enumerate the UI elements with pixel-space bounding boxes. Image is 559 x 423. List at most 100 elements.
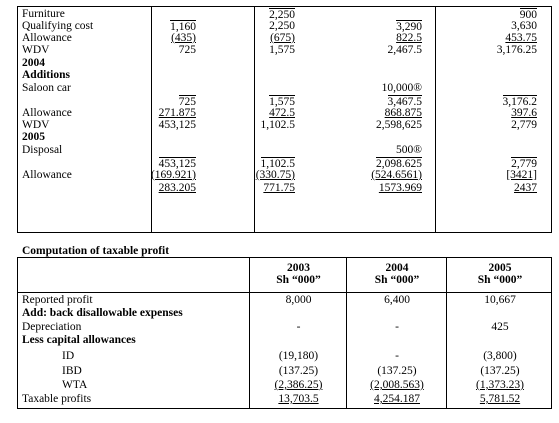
cell-wrap: 5,781.52 <box>447 393 553 405</box>
capital-row: WDV 453,125 1,102.5 2,598,625 2,779 <box>18 119 551 131</box>
unit-header: Sh “000” <box>477 274 523 286</box>
cell-value: 397.6 <box>511 107 537 119</box>
column-divider <box>446 258 447 408</box>
cell-value: (137.25) <box>480 365 520 377</box>
cell-wrap: (137.25) <box>447 365 553 377</box>
cell-wrap: - <box>347 350 447 362</box>
year-header: 2004 <box>385 262 409 274</box>
row-label: Less capital allowances <box>22 334 136 346</box>
cell-value: 1573.969 <box>378 182 422 194</box>
cell-value: (2,386.25) <box>274 379 323 391</box>
computation-row: Reported profit 8,000 6,400 10,667 <box>18 294 551 306</box>
capital-row: 2004 <box>18 57 551 69</box>
cell-wrap: (2,386.25) <box>250 379 347 391</box>
row-label: Add: back disallowable expenses <box>22 307 183 319</box>
cell-value: (435) <box>171 32 196 44</box>
cell-value: 900 <box>519 8 537 21</box>
computation-row: IBD (137.25) (137.25) (137.25) <box>18 365 551 377</box>
cell-value: 2,779 <box>511 157 537 170</box>
cell-wrap: 6,400 <box>347 294 447 306</box>
row-label: Disposal <box>22 144 63 156</box>
cell-value: 3,630 <box>511 20 537 32</box>
unit-header: Sh “000” <box>276 274 321 286</box>
row-label: 2005 <box>22 131 45 143</box>
row-label: ID <box>62 350 75 362</box>
cell-value: 425 <box>491 321 509 333</box>
unit-header: Sh “000” <box>374 274 420 286</box>
cell-wrap: (2,008.563) <box>347 379 447 391</box>
capital-row: Allowance (169.921) (330.75) (524.6561) [342… <box>18 169 551 181</box>
cell-value: 725 <box>178 95 196 108</box>
row-label: Allowance <box>22 169 72 181</box>
cell-value: 500® <box>396 144 422 156</box>
row-label: Furniture <box>22 8 65 20</box>
cell-value: 1,102.5 <box>260 157 295 170</box>
row-label: Saloon car <box>22 82 71 94</box>
header-divider <box>18 292 551 293</box>
row-label: WDV <box>22 44 50 56</box>
cell-value: 1,575 <box>269 95 295 108</box>
cell-value: 2,098.625 <box>376 157 422 170</box>
row-label: WTA <box>62 379 88 391</box>
row-label: Allowance <box>22 107 72 119</box>
cell-value: (137.25) <box>278 365 319 377</box>
cell-value: 868.875 <box>384 107 422 119</box>
cell-wrap: 10,667 <box>447 294 553 306</box>
cell-wrap: - <box>250 321 347 333</box>
cell-value: 1,102.5 <box>260 119 296 131</box>
computation-row: Less capital allowances <box>18 334 551 346</box>
taxable-profit-table: 2003 Sh “000” 2004 Sh “000” 2005 Sh “000” Repo… <box>17 257 552 409</box>
cell-value: 2,467.5 <box>387 44 423 56</box>
cell-value: 10,000® <box>381 82 422 94</box>
capital-row: 725 1,575 3,467.5 3,176.2 <box>18 95 551 108</box>
cell-wrap: (19,180) <box>250 350 347 362</box>
cell-value: 4,254.187 <box>374 393 420 405</box>
computation-row: ID (19,180) - (3,800) <box>18 350 551 362</box>
column-divider <box>254 7 255 232</box>
cell-value: 271.875 <box>158 107 196 119</box>
cell-wrap: 425 <box>447 321 553 333</box>
cell-value: - <box>395 350 399 362</box>
capital-row: 2005 <box>18 131 551 143</box>
cell-value: 2,250 <box>269 20 295 32</box>
capital-row: Furniture 2,250 900 <box>18 8 551 21</box>
cell-value: 2437 <box>514 182 537 194</box>
row-label: IBD <box>62 365 82 377</box>
capital-row: Allowance (435) (675) 822.5 453.75 <box>18 32 551 44</box>
cell-value: 13,703.5 <box>278 393 319 405</box>
cell-value: [3421] <box>506 169 537 181</box>
cell-value: 8,000 <box>285 294 312 306</box>
computation-row: Add: back disallowable expenses <box>18 307 551 319</box>
cell-value: (675) <box>270 32 295 44</box>
cell-value: - <box>395 321 399 333</box>
cell-value: 453,125 <box>158 157 196 170</box>
row-label: Reported profit <box>22 294 93 306</box>
computation-row: WTA (2,386.25) (2,008.563) (1,373.23) <box>18 379 551 391</box>
year-header: 2005 <box>488 262 512 274</box>
cell-value: 1,160 <box>170 20 196 33</box>
cell-value: 2,598,625 <box>376 119 422 131</box>
capital-row: Saloon car 10,000® <box>18 82 551 94</box>
capital-row: Qualifying cost 1,160 2,250 3,290 3,630 <box>18 20 551 33</box>
cell-value: 472.5 <box>269 107 295 119</box>
cell-value: 3,176.2 <box>502 95 537 108</box>
computation-row: Taxable profits 13,703.5 4,254.187 5,781.52 <box>18 393 551 405</box>
capital-row: WDV 725 1,575 2,467.5 3,176.25 <box>18 44 551 56</box>
cell-value: 6,400 <box>384 294 410 306</box>
column-divider <box>151 7 152 232</box>
column-divider <box>249 258 250 408</box>
capital-row: Additions <box>18 69 551 81</box>
cell-value: (330.75) <box>255 169 295 181</box>
capital-row: Allowance 271.875 472.5 868.875 397.6 <box>18 107 551 119</box>
cell-wrap: - <box>347 321 447 333</box>
cell-value: 725 <box>178 44 196 56</box>
row-label: 2004 <box>22 57 45 69</box>
capital-row: Disposal 500® <box>18 144 551 156</box>
column-divider <box>435 7 436 232</box>
cell-value: 822.5 <box>396 32 422 44</box>
row-label: Depreciation <box>22 321 82 333</box>
row-label: WDV <box>22 119 50 131</box>
computation-row: Depreciation - - 425 <box>18 321 551 333</box>
cell-wrap: 8,000 <box>250 294 347 306</box>
cell-value: 2,779 <box>511 119 537 131</box>
